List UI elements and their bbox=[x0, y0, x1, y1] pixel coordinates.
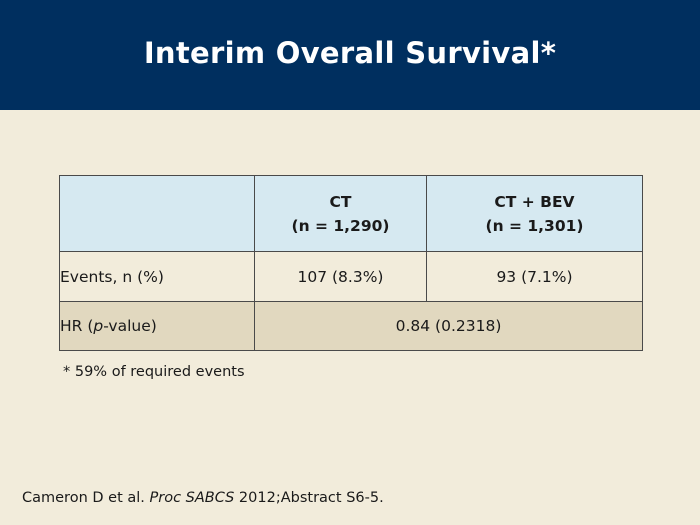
citation-details: 2012;Abstract S6-5. bbox=[234, 490, 384, 506]
hr-label-pre: HR ( bbox=[60, 317, 94, 335]
citation: Cameron D et al. Proc SABCS 2012;Abstrac… bbox=[22, 490, 384, 506]
header-empty-cell bbox=[59, 175, 255, 252]
hr-label-p: p bbox=[93, 317, 104, 335]
header-ct-bev-n: (n = 1,301) bbox=[485, 216, 584, 235]
events-ct: 107 (8.3%) bbox=[254, 251, 427, 302]
header-ct: CT (n = 1,290) bbox=[254, 175, 427, 252]
citation-authors: Cameron D et al. bbox=[22, 490, 150, 506]
header-ct-bev: CT + BEV (n = 1,301) bbox=[426, 175, 643, 252]
table-row-hr: HR (p-value) 0.84 (0.2318) bbox=[59, 301, 643, 351]
hr-label-post: -value) bbox=[103, 317, 157, 335]
header-ct-bev-label: CT + BEV bbox=[494, 192, 575, 211]
slide-title: Interim Overall Survival* bbox=[143, 36, 557, 70]
title-bar: Interim Overall Survival* bbox=[0, 0, 700, 110]
header-ct-label: CT bbox=[329, 192, 352, 211]
events-label: Events, n (%) bbox=[59, 251, 255, 302]
survival-table: CT (n = 1,290) CT + BEV (n = 1,301) Even… bbox=[59, 175, 643, 351]
events-ct-bev: 93 (7.1%) bbox=[426, 251, 643, 302]
hr-label: HR (p-value) bbox=[59, 301, 255, 351]
table-row-events: Events, n (%) 107 (8.3%) 93 (7.1%) bbox=[59, 251, 643, 302]
footnote: * 59% of required events bbox=[63, 364, 245, 380]
table-header-row: CT (n = 1,290) CT + BEV (n = 1,301) bbox=[59, 175, 643, 252]
citation-journal: Proc SABCS bbox=[149, 490, 235, 506]
header-ct-n: (n = 1,290) bbox=[291, 216, 390, 235]
hr-value: 0.84 (0.2318) bbox=[254, 301, 643, 351]
